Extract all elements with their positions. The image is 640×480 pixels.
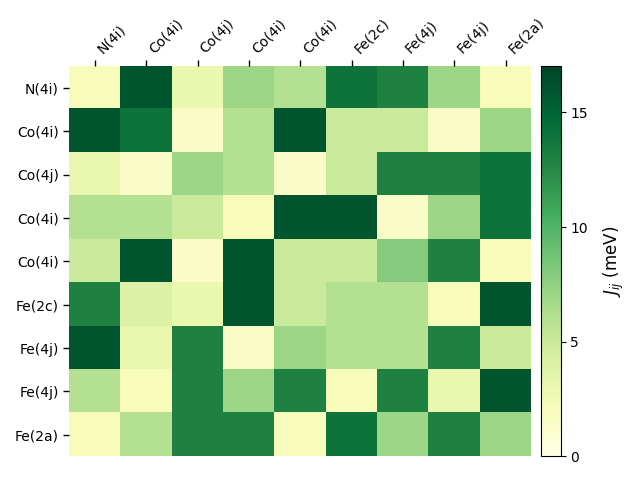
Y-axis label: $J_{ij}$ (meV): $J_{ij}$ (meV) [602,226,626,297]
